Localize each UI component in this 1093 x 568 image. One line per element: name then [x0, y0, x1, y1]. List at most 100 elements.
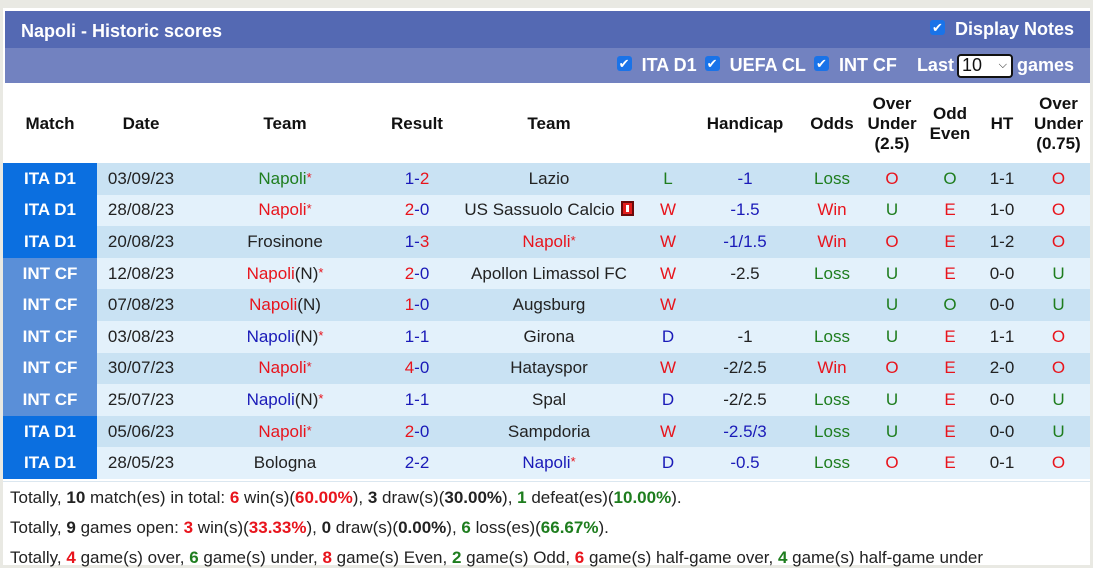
odds-cell: Loss: [803, 257, 861, 290]
date-cell: 05/06/23: [97, 415, 185, 448]
away-team-name[interactable]: Augsburg: [512, 295, 586, 315]
league-cell[interactable]: INT CF: [3, 257, 97, 290]
summary-segment: ),: [446, 518, 462, 537]
table-row[interactable]: INT CF 25/07/23 Napoli(N)* 1-1 Spal D -2…: [3, 384, 1090, 416]
home-team-name[interactable]: Napoli: [249, 295, 298, 315]
league-cell[interactable]: INT CF: [3, 384, 97, 416]
ht-cell: 1-0: [977, 194, 1027, 227]
home-team-name[interactable]: Napoli: [258, 358, 307, 378]
int-cf-checkbox[interactable]: ✔: [813, 56, 829, 71]
ita-d1-checkbox[interactable]: ✔: [616, 56, 632, 71]
odd-even-cell: E: [923, 257, 977, 290]
table-row[interactable]: ITA D1 20/08/23 Frosinone 1-3 Napoli* W …: [3, 226, 1090, 258]
col-match: Match: [25, 113, 75, 133]
table-row[interactable]: INT CF 12/08/23 Napoli(N)* 2-0 Apollon L…: [3, 257, 1090, 290]
away-team-name[interactable]: Girona: [523, 326, 575, 346]
summary-segment: ).: [598, 518, 609, 537]
table-row[interactable]: INT CF 30/07/23 Napoli* 4-0 Hatayspor W …: [3, 352, 1090, 385]
away-team-name[interactable]: Spal: [531, 389, 567, 409]
result-cell[interactable]: 2-0: [385, 415, 449, 448]
odds-cell: Loss: [803, 447, 861, 479]
filter-uefa-cl[interactable]: ✔ UEFA CL: [704, 55, 806, 76]
odd-even-cell: E: [923, 415, 977, 448]
league-cell[interactable]: INT CF: [3, 352, 97, 385]
result-cell[interactable]: 1-1: [385, 384, 449, 416]
over-under-cell: U: [861, 194, 923, 227]
result-cell[interactable]: 1-2: [385, 163, 449, 195]
table-row[interactable]: INT CF 03/08/23 Napoli(N)* 1-1 Girona D …: [3, 320, 1090, 353]
date-cell: 07/08/23: [97, 289, 185, 321]
home-team-name[interactable]: Bologna: [253, 453, 317, 473]
league-cell[interactable]: INT CF: [3, 320, 97, 353]
away-team-name[interactable]: Lazio: [528, 168, 570, 188]
summary-segment: 1: [517, 488, 527, 507]
header-part: Odd: [933, 103, 967, 123]
filter-ita-d1[interactable]: ✔ ITA D1: [616, 55, 697, 76]
home-team-name[interactable]: Napoli: [258, 421, 307, 441]
home-team-name[interactable]: Napoli: [246, 389, 295, 409]
home-team-cell: Napoli(N)*: [185, 320, 385, 353]
result-cell[interactable]: 1-3: [385, 226, 449, 258]
summary-segment: ),: [306, 518, 322, 537]
header-part: Under: [867, 113, 917, 133]
league-cell[interactable]: ITA D1: [3, 415, 97, 448]
league-cell[interactable]: ITA D1: [3, 447, 97, 479]
table-row[interactable]: INT CF 07/08/23 Napoli(N) 1-0 Augsburg W…: [3, 289, 1090, 321]
home-team-name[interactable]: Frosinone: [247, 231, 323, 251]
filter-bar: ✔ ITA D1 ✔ UEFA CL ✔ INT CF Last 10 ⌵ ga…: [5, 48, 1090, 83]
table-row[interactable]: ITA D1 28/08/23 Napoli* 2-0 US Sassuolo …: [3, 194, 1090, 227]
away-team-cell: Girona: [449, 320, 649, 353]
away-team-name[interactable]: Napoli: [522, 231, 571, 251]
result-cell[interactable]: 1-0: [385, 289, 449, 321]
display-notes-toggle[interactable]: ✔ Display Notes: [929, 19, 1074, 40]
red-card-icon: [620, 201, 634, 217]
result-cell[interactable]: 1-1: [385, 320, 449, 353]
away-team-name[interactable]: Napoli: [522, 453, 571, 473]
uefa-cl-checkbox[interactable]: ✔: [704, 56, 720, 71]
display-notes-checkbox[interactable]: ✔: [929, 20, 945, 35]
home-team-name[interactable]: Napoli: [258, 168, 307, 188]
away-team-name[interactable]: Apollon Limassol FC: [471, 263, 627, 283]
away-team-name[interactable]: US Sassuolo Calcio: [464, 200, 615, 220]
col-over-under-075: Over Under (0.75): [1027, 84, 1090, 163]
col-over-under-25: Over Under (2.5): [861, 84, 923, 163]
league-cell[interactable]: ITA D1: [3, 226, 97, 258]
last-games-select[interactable]: 10 ⌵: [956, 53, 1013, 78]
away-score: 1: [419, 389, 430, 409]
home-team-cell: Bologna: [185, 447, 385, 479]
table-row[interactable]: ITA D1 28/05/23 Bologna 2-2 Napoli* D -0…: [3, 447, 1090, 479]
ht-over-under-cell: O: [1027, 226, 1090, 258]
league-cell[interactable]: ITA D1: [3, 163, 97, 195]
summary-segment: game(s) Odd,: [461, 548, 575, 567]
last-games-value: 10: [961, 55, 982, 75]
home-score: 4: [404, 358, 415, 378]
away-score: 3: [419, 231, 430, 251]
result-cell[interactable]: 2-0: [385, 257, 449, 290]
home-star-icon: *: [306, 169, 312, 185]
home-score: 1: [404, 389, 415, 409]
home-team-name[interactable]: Napoli: [246, 326, 295, 346]
result-cell[interactable]: 2-0: [385, 194, 449, 227]
table-row[interactable]: ITA D1 03/09/23 Napoli* 1-2 Lazio L -1 L…: [3, 163, 1090, 195]
score-separator: -: [414, 389, 420, 409]
date-cell: 03/09/23: [97, 163, 185, 195]
summary-segment: ),: [502, 488, 518, 507]
summary-segment: 6: [461, 518, 471, 537]
away-team-name[interactable]: Sampdoria: [507, 421, 591, 441]
over-under-cell: U: [861, 384, 923, 416]
home-score: 1: [404, 168, 415, 188]
summary-segment: loss(es)(: [470, 518, 541, 537]
table-row[interactable]: ITA D1 05/06/23 Napoli* 2-0 Sampdoria W …: [3, 415, 1090, 448]
home-team-name[interactable]: Napoli: [258, 200, 307, 220]
header-part: Under: [1033, 113, 1084, 133]
filter-int-cf[interactable]: ✔ INT CF: [813, 55, 897, 76]
col-ht: HT: [990, 113, 1014, 133]
summary-segment: 2: [451, 548, 462, 567]
result-cell[interactable]: 4-0: [385, 352, 449, 385]
away-team-name[interactable]: Hatayspor: [510, 358, 588, 378]
league-cell[interactable]: INT CF: [3, 289, 97, 321]
ht-cell: 0-0: [977, 415, 1027, 448]
result-cell[interactable]: 2-2: [385, 447, 449, 479]
home-team-name[interactable]: Napoli: [246, 263, 295, 283]
league-cell[interactable]: ITA D1: [3, 194, 97, 227]
